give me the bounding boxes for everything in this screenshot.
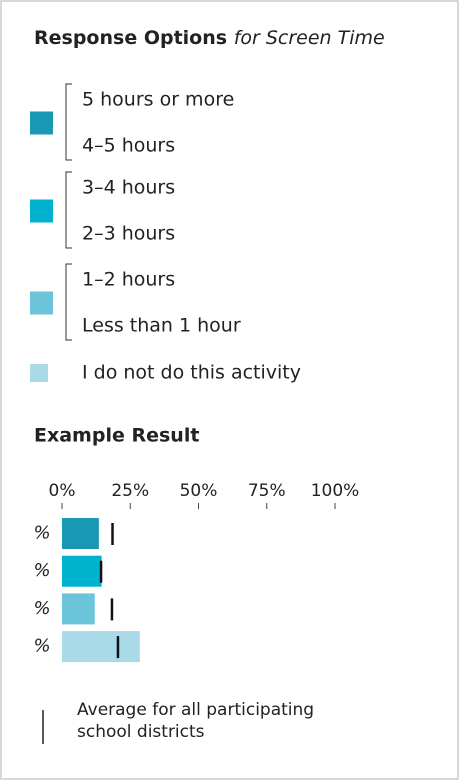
legend-label: I do not do this activity <box>82 362 301 384</box>
legend-title-italic: for Screen Time <box>234 27 385 49</box>
y-tick-label: % <box>33 636 50 657</box>
x-tick-label: 75% <box>248 481 286 501</box>
legend-title-bold: Response Options <box>34 27 227 49</box>
legend-bracket <box>65 171 72 249</box>
x-tick-label: 50% <box>180 481 218 501</box>
x-tick-label: 100% <box>311 481 360 501</box>
legend-swatch <box>30 199 53 223</box>
chart-title: Example Result <box>34 425 199 447</box>
y-tick-label: % <box>33 598 50 619</box>
x-tick-label: 0% <box>49 481 76 501</box>
legend-label: 4–5 hours <box>82 135 175 157</box>
legend-swatch <box>30 291 53 315</box>
bar <box>62 593 95 625</box>
legend-label: Less than 1 hour <box>82 315 241 337</box>
legend-swatch <box>30 111 53 135</box>
y-tick-label: % <box>33 523 50 544</box>
legend-label: 3–4 hours <box>82 177 175 199</box>
legend-label: 5 hours or more <box>82 89 234 111</box>
average-key-label: school districts <box>77 722 205 742</box>
average-key-label: Average for all participating <box>77 700 314 720</box>
legend-label: 2–3 hours <box>82 223 175 245</box>
legend-bracket <box>65 83 72 161</box>
legend-label: 1–2 hours <box>82 269 175 291</box>
x-tick-label: 25% <box>111 481 149 501</box>
bar <box>62 518 99 549</box>
legend-title: Response Options for Screen Time <box>34 27 385 49</box>
y-tick-label: % <box>33 560 50 581</box>
legend-swatch <box>30 364 48 382</box>
legend-bracket <box>65 263 72 341</box>
bar <box>62 555 102 587</box>
bar <box>62 631 140 663</box>
